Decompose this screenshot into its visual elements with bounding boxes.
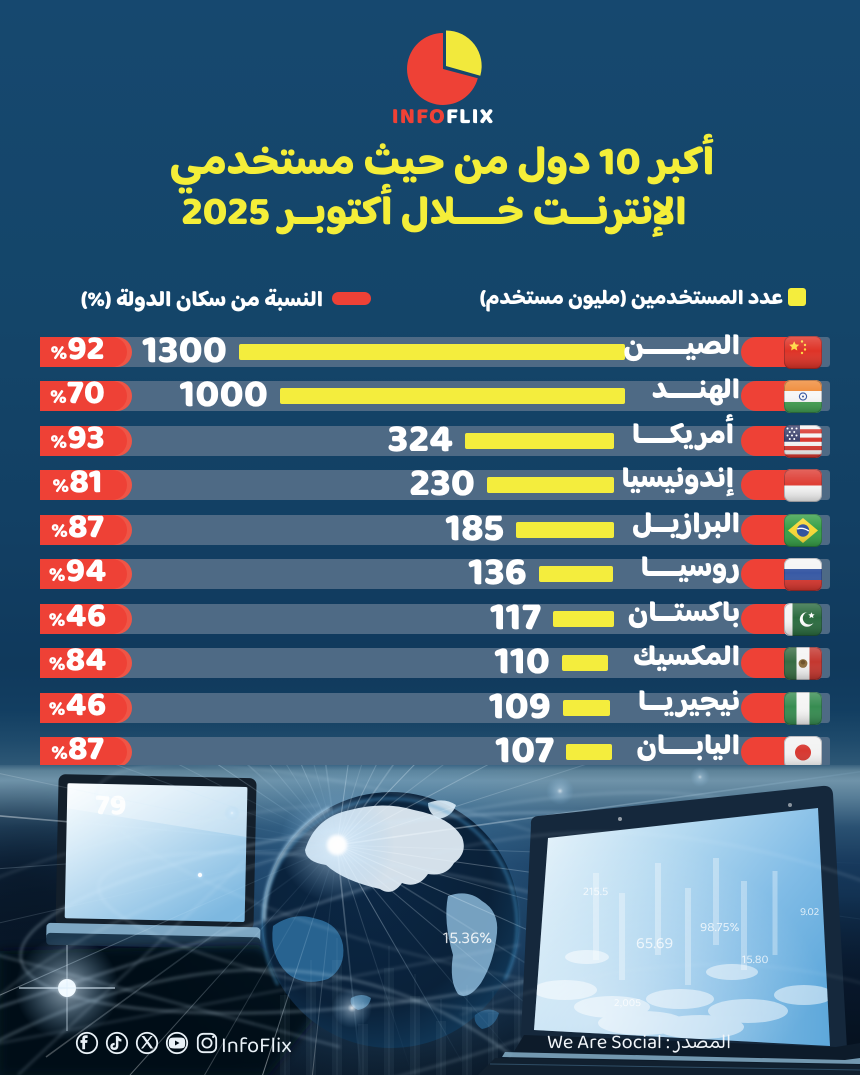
svg-text:15.80: 15.80 bbox=[742, 950, 769, 971]
svg-text:2,005: 2,005 bbox=[614, 994, 641, 1013]
svg-text:65.69: 65.69 bbox=[636, 932, 673, 959]
svg-text:15.36%: 15.36% bbox=[443, 925, 492, 954]
svg-text:98.75%: 98.75% bbox=[700, 918, 740, 940]
svg-text:215.5: 215.5 bbox=[583, 882, 608, 903]
svg-text:9.02: 9.02 bbox=[800, 903, 819, 922]
